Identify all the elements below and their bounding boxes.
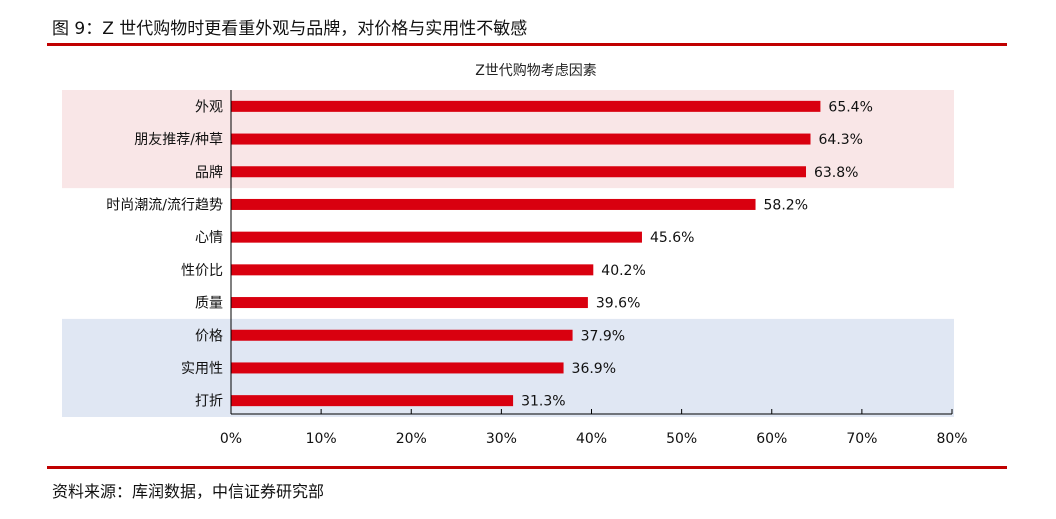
x-tick-label: 30%: [486, 431, 517, 447]
bar: [231, 133, 811, 145]
category-label: 朋友推荐/种草: [134, 132, 223, 148]
bar: [231, 100, 821, 112]
x-tick-label: 40%: [576, 431, 607, 447]
x-tick-label: 10%: [306, 431, 337, 447]
data-label: 45.6%: [650, 230, 694, 246]
data-label: 36.9%: [572, 361, 616, 377]
source-rule: [47, 466, 1007, 469]
category-label: 价格: [195, 328, 223, 344]
category-label: 性价比: [181, 263, 223, 279]
x-tick-label: 70%: [846, 431, 877, 447]
category-label: 心情: [195, 230, 223, 246]
data-label: 63.8%: [814, 165, 858, 181]
category-label: 品牌: [195, 164, 223, 181]
data-label: 37.9%: [581, 328, 625, 344]
data-label: 31.3%: [521, 394, 565, 410]
chart-title: Z世代购物考虑因素: [475, 63, 597, 79]
title-rule: [47, 43, 1007, 46]
data-label: 64.3%: [819, 132, 863, 148]
bar: [231, 329, 573, 341]
data-label: 65.4%: [828, 99, 872, 115]
data-label: 39.6%: [596, 296, 640, 312]
category-label: 外观: [195, 99, 223, 115]
bar: [231, 166, 806, 178]
data-label: 40.2%: [601, 263, 645, 279]
bar: [231, 231, 642, 243]
figure-title: 图 9：Z 世代购物时更看重外观与品牌，对价格与实用性不敏感: [52, 19, 528, 39]
bar: [231, 198, 756, 210]
category-label: 打折: [195, 393, 223, 410]
x-tick-label: 20%: [396, 431, 427, 447]
bar: [231, 395, 514, 407]
x-tick-label: 80%: [936, 431, 967, 447]
x-tick-label: 50%: [666, 431, 697, 447]
category-label: 质量: [195, 296, 223, 312]
category-label: 时尚潮流/流行趋势: [106, 197, 223, 213]
x-tick-label: 60%: [756, 431, 787, 447]
x-tick-label: 0%: [220, 431, 242, 447]
category-label: 实用性: [181, 361, 223, 377]
bar: [231, 297, 588, 309]
data-label: 58.2%: [764, 197, 808, 213]
source-note: 资料来源：库润数据，中信证券研究部: [52, 482, 325, 501]
bar: [231, 362, 564, 374]
bar: [231, 264, 594, 276]
